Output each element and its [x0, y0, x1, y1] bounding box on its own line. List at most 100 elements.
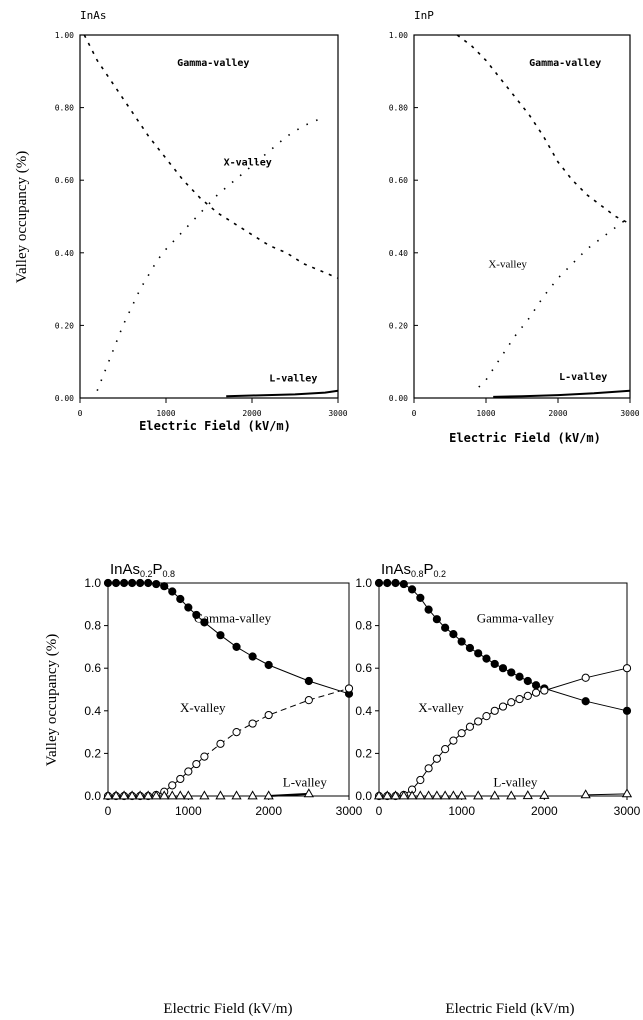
gamma-valley-point — [449, 630, 458, 639]
gamma-valley-point — [103, 578, 113, 588]
y-tick-label: 0.60 — [55, 176, 74, 185]
l-valley-point — [539, 789, 550, 799]
gamma-valley-point — [424, 605, 433, 614]
x-tick-label: 0 — [376, 804, 383, 818]
x-valley-point — [465, 722, 475, 731]
x-valley-point — [507, 698, 516, 707]
gamma-valley-point — [399, 579, 408, 589]
gamma-valley-point — [200, 618, 209, 627]
l-valley-point — [183, 790, 194, 800]
l-valley-line — [585, 793, 628, 796]
x-valley-point — [416, 775, 425, 785]
gamma-valley-point — [168, 587, 177, 596]
panel-title: InAs0.2P0.8 — [110, 561, 175, 579]
l-valley-point — [175, 790, 186, 800]
plot-frame — [413, 34, 631, 399]
l-valley-point — [247, 790, 258, 800]
x-valley-point — [540, 686, 549, 695]
gamma-valley-point — [507, 668, 516, 677]
l-valley-point — [110, 790, 122, 800]
title-base: InAs — [110, 561, 140, 578]
title-base: InAs — [381, 561, 411, 578]
y-tick-label: 0.8 — [355, 619, 372, 633]
gamma-valley-point — [144, 578, 153, 588]
y-tick-label: 0.40 — [389, 249, 408, 258]
series-annotation: X-valley — [180, 700, 226, 715]
series-annotation: L-valley — [269, 374, 317, 385]
plot-frame — [79, 34, 339, 399]
y-tick-label: 1.00 — [55, 31, 74, 40]
l-valley-point — [167, 790, 178, 800]
x-valley-point — [216, 739, 225, 748]
y-tick-label: 0.6 — [84, 661, 101, 675]
gamma-valley-point — [264, 660, 273, 670]
x-valley-point — [344, 684, 354, 693]
title-sub1: 0.8 — [411, 569, 424, 579]
series-annotation: X-valley — [224, 158, 272, 169]
l-valley-point — [143, 790, 154, 800]
l-valley-line — [226, 389, 339, 398]
x-axis-label: Electric Field (kV/m) — [449, 431, 601, 445]
x-tick-label: 0 — [412, 409, 417, 418]
gamma-valley-point — [152, 579, 161, 589]
gamma-valley-point — [192, 610, 201, 620]
l-valley-point — [621, 788, 633, 798]
x-valley-line — [478, 215, 631, 388]
x-valley-point — [523, 691, 532, 700]
panel-title: InAs — [80, 9, 107, 22]
gamma-valley-point — [136, 578, 145, 588]
y-axis-label: Valley occupancy (%) — [44, 634, 60, 766]
x-valley-point — [184, 767, 193, 776]
l-valley-point — [215, 790, 226, 800]
gamma-valley-point — [119, 578, 129, 588]
gamma-valley-point — [416, 593, 425, 603]
gamma-valley-point — [216, 631, 225, 640]
l-valley-point — [431, 790, 442, 800]
gamma-valley-point — [465, 643, 475, 653]
x-valley-point — [248, 719, 257, 728]
y-tick-label: 0.8 — [84, 619, 101, 633]
x-valley-line — [96, 117, 322, 391]
l-valley-point — [303, 788, 314, 798]
panel-inas02p08: InAs0.2P0.8 0.00.20.40.60.81.00 1000 2000 3… — [44, 561, 363, 1017]
series-annotation: Gamma-valley — [177, 58, 249, 69]
title-sub2: 0.8 — [163, 569, 176, 579]
y-tick-label: 0.80 — [55, 104, 74, 113]
y-tick-label: 0.2 — [84, 746, 101, 760]
gamma-valley-line — [456, 34, 631, 225]
gamma-valley-point — [232, 642, 241, 652]
l-valley-point — [102, 790, 114, 800]
y-tick-label: 0.40 — [55, 249, 74, 258]
x-tick-label: 1000 — [156, 409, 175, 418]
x-tick-label: 2000 — [242, 409, 261, 418]
y-tick-label: 0.2 — [355, 746, 372, 760]
x-tick-label: 3000 — [328, 409, 347, 418]
x-tick-label: 2000 — [531, 804, 558, 818]
panel-title: InP — [414, 9, 434, 22]
x-valley-point — [498, 702, 508, 711]
y-tick-label: 0.6 — [355, 661, 372, 675]
gamma-valley-point — [531, 681, 541, 690]
l-valley-point — [118, 790, 130, 800]
gamma-valley-point — [407, 585, 417, 594]
l-valley-point — [159, 790, 170, 800]
x-axis-label: Electric Field (kV/m) — [163, 1001, 292, 1017]
y-tick-label: 0.0 — [355, 789, 372, 803]
panel-inas08p02: InAs0.8P0.2 0.00.20.40.60.81.00 1000 2000 3… — [355, 561, 640, 1017]
l-valley-point — [231, 790, 242, 800]
gamma-valley-line — [108, 582, 350, 695]
y-tick-label: 1.00 — [389, 31, 408, 40]
panel-inp: InP 0.00 0.20 0.40 0.60 0.80 1.00 0 1000 2000 300… — [389, 9, 640, 445]
l-valley-point — [506, 790, 517, 800]
l-valley-point — [406, 790, 418, 800]
gamma-valley-point — [184, 603, 193, 612]
x-valley-point — [441, 745, 450, 754]
x-tick-label: 0 — [78, 409, 83, 418]
plot-frame — [378, 582, 628, 797]
y-tick-label: 0.80 — [389, 104, 408, 113]
l-valley-line — [493, 389, 631, 398]
series-annotation: X-valley — [418, 700, 464, 715]
series-annotation: Gamma-valley — [194, 610, 272, 625]
x-tick-label: 0 — [105, 804, 112, 818]
l-valley-point — [489, 790, 500, 800]
